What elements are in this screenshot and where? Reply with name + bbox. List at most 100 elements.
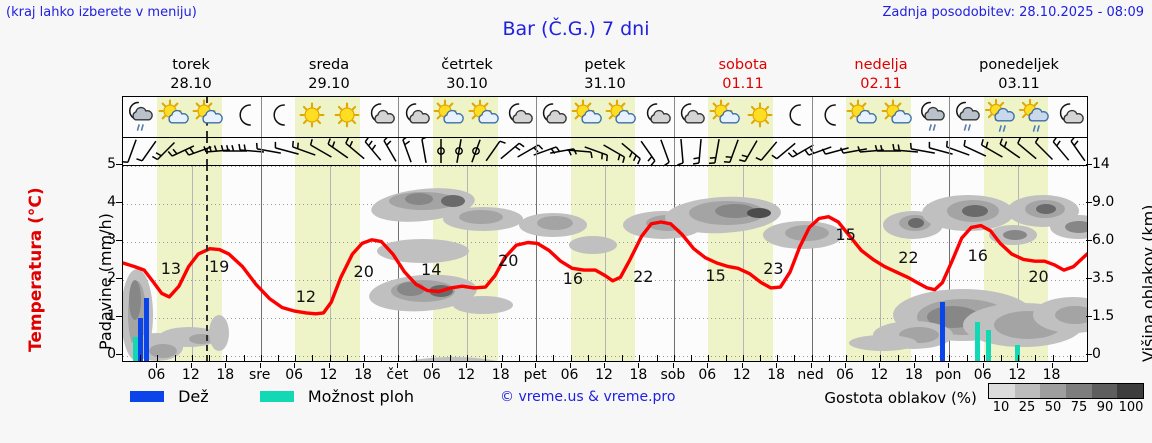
weather-icon-sun xyxy=(292,99,332,135)
weather-icon-sun xyxy=(327,99,367,135)
day-header-row: torek 28.10 sreda 29.10 četrtek 30.10 petek 31.… xyxy=(122,56,1088,96)
wind-barb xyxy=(1024,136,1064,165)
wind-barb xyxy=(232,137,272,165)
wind-barb xyxy=(749,137,789,165)
wind-barb xyxy=(662,137,702,166)
time-tick-label: 06 xyxy=(973,367,992,383)
wind-cell-separator xyxy=(949,137,951,165)
day-name: četrtek xyxy=(441,57,493,73)
day-date: 28.10 xyxy=(170,76,212,92)
wind-barb xyxy=(301,137,341,165)
day-name: ponedeljek xyxy=(979,57,1059,73)
chart-canvas: 13 19 12 20 14 20 16 22 15 23 15 22 16 20 16 xyxy=(123,165,1087,361)
location-menu-note[interactable]: (kraj lahko izberete v meniju) xyxy=(6,5,197,20)
temperature-curve xyxy=(123,215,1087,316)
cloud-density-tick: 75 xyxy=(1070,400,1088,415)
cloud-density-step-3 xyxy=(1066,384,1092,398)
precipitation-bar xyxy=(1014,345,1020,361)
minor-time-tick xyxy=(157,355,159,361)
temperature-axis-label: Temperatura (°C) xyxy=(26,187,46,352)
weather-icon-sun-cloud xyxy=(602,99,642,135)
weather-icon-moon-cloud xyxy=(361,99,401,135)
temperature-value-label: 20 xyxy=(353,262,374,282)
daylight-band xyxy=(570,165,636,361)
copyright-link[interactable]: © vreme.us & vreme.pro xyxy=(500,389,676,405)
time-tick xyxy=(397,363,399,368)
wind-barb xyxy=(869,137,909,165)
time-tick-label: pon xyxy=(935,367,962,383)
precipitation-bar xyxy=(138,317,144,361)
day-header-2: četrtek 30.10 xyxy=(398,56,536,96)
wind-cell-separator xyxy=(398,137,400,165)
minor-time-tick xyxy=(329,355,331,361)
minor-time-tick xyxy=(691,355,693,361)
weather-icon-moon-cloud-rain xyxy=(947,99,987,135)
axis-tick-mark xyxy=(1086,278,1092,279)
minor-time-tick xyxy=(708,355,710,361)
axis-tick-label: 2 xyxy=(107,270,116,286)
time-tick-label: 12 xyxy=(181,367,200,383)
cloud-density-legend-label: Gostota oblakov (%) xyxy=(824,389,977,407)
wind-barb xyxy=(766,137,806,165)
cloud-density-step-0 xyxy=(989,384,1015,398)
time-tick-label: 18 xyxy=(216,367,235,383)
wind-barb xyxy=(731,137,771,165)
cloud-density-field xyxy=(123,188,1087,361)
rain-legend-label: Dež xyxy=(178,387,209,406)
day-name: petek xyxy=(584,57,626,73)
wind-barb xyxy=(215,137,255,165)
temperature-value-label: 12 xyxy=(295,287,317,307)
minor-time-tick xyxy=(863,355,865,361)
cloud-density-step-5 xyxy=(1117,384,1144,398)
gridline xyxy=(123,280,1087,281)
wind-barb xyxy=(972,137,1012,165)
minor-time-tick xyxy=(381,355,383,361)
axis-tick-label: 1.5 xyxy=(1092,308,1115,324)
axis-tick-mark xyxy=(116,240,122,241)
wind-cell-separator xyxy=(536,137,538,165)
axis-tick-mark xyxy=(1086,202,1092,203)
wind-cell-separator xyxy=(811,137,813,165)
wind-barb xyxy=(938,137,978,165)
precipitation-bar xyxy=(940,302,946,361)
minor-time-tick xyxy=(846,355,847,361)
precipitation-bar xyxy=(132,337,138,361)
wind-barb xyxy=(680,137,720,165)
minor-time-tick xyxy=(277,355,279,361)
minor-time-tick xyxy=(828,355,830,361)
axis-tick-label: 4 xyxy=(107,194,116,210)
time-tick-label: 18 xyxy=(904,367,923,383)
wind-barb xyxy=(129,137,169,165)
weather-icon-moon xyxy=(258,99,298,135)
time-tick xyxy=(363,363,364,368)
time-tick xyxy=(879,363,881,368)
gridline xyxy=(123,204,1087,205)
minor-time-tick xyxy=(742,355,744,361)
cloud-density-tick: 25 xyxy=(1018,400,1036,415)
temperature-value-label: 20 xyxy=(1028,267,1049,287)
row-divider xyxy=(123,137,1087,138)
wind-barb xyxy=(990,137,1030,165)
weather-icon-sun xyxy=(740,99,780,135)
minor-time-tick xyxy=(432,355,434,361)
time-tick-label: 18 xyxy=(1042,367,1061,383)
icon-cell-separator xyxy=(398,97,400,165)
minor-time-tick xyxy=(260,355,262,361)
minor-time-tick xyxy=(777,355,779,361)
day-date: 29.10 xyxy=(308,76,350,92)
icon-cell-separator xyxy=(949,97,951,165)
minor-time-tick xyxy=(673,355,675,361)
time-tick-label: sre xyxy=(249,367,271,383)
day-name: sobota xyxy=(718,57,768,73)
axis-tick-mark xyxy=(116,202,122,203)
wind-barb xyxy=(318,137,358,165)
minor-time-tick xyxy=(794,355,796,361)
minor-time-tick xyxy=(1035,355,1037,361)
axis-tick-mark xyxy=(1086,240,1092,241)
time-tick-label: 18 xyxy=(767,367,786,383)
minor-time-tick xyxy=(226,355,228,361)
wind-barb xyxy=(439,137,479,165)
minor-time-tick xyxy=(364,355,365,361)
temperature-value-label: 14 xyxy=(421,260,442,280)
time-tick xyxy=(500,363,502,368)
